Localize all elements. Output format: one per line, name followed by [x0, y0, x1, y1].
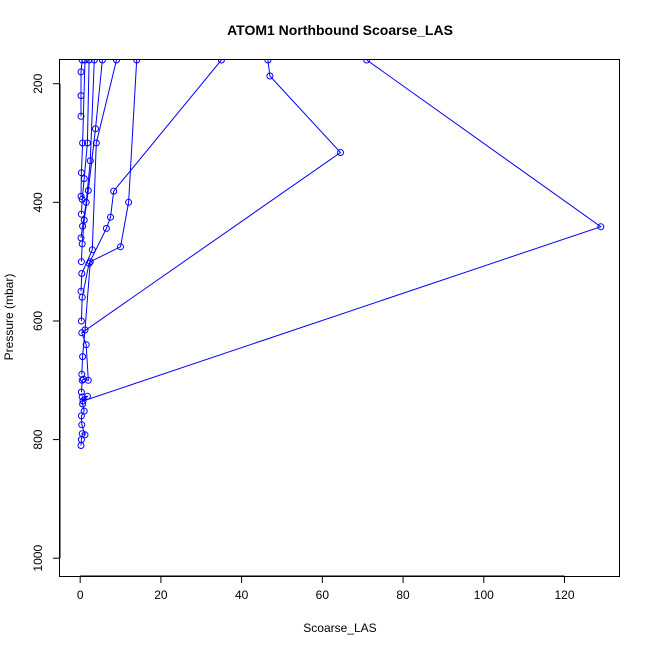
data-point: [77, 68, 85, 76]
series-line-3: [80, 60, 222, 322]
data-point: [78, 60, 86, 64]
data-point: [90, 60, 98, 64]
y-tick-label: 600: [31, 311, 45, 331]
series-line-1: [80, 60, 342, 393]
data-point: [337, 149, 344, 156]
x-tick-label: 0: [77, 588, 84, 602]
data-point: [79, 375, 87, 383]
data-point: [79, 400, 87, 408]
x-tick-label: 20: [154, 588, 168, 602]
series-line-9: [80, 60, 83, 117]
series-line-4: [80, 60, 117, 292]
data-point: [81, 60, 89, 64]
data-point: [77, 234, 85, 242]
data-point: [133, 60, 141, 64]
data-point: [83, 392, 91, 400]
series-layer: [77, 60, 605, 449]
data-point: [84, 187, 92, 194]
data-point: [86, 157, 94, 165]
data-point: [78, 270, 86, 277]
data-point: [98, 60, 106, 64]
data-point: [85, 60, 93, 64]
data-point: [78, 421, 86, 429]
data-point: [597, 223, 605, 231]
data-point: [363, 60, 371, 64]
data-point: [78, 393, 86, 401]
data-point: [81, 326, 89, 334]
data-point: [79, 139, 87, 147]
data-point: [77, 210, 85, 218]
y-tick-label: 200: [31, 73, 45, 93]
data-point: [79, 222, 87, 230]
y-axis: 200 400 600 800 1000: [31, 73, 61, 572]
data-point: [92, 139, 100, 147]
series-line-8: [80, 60, 86, 197]
x-tick-label: 100: [474, 588, 494, 602]
data-point: [110, 187, 118, 195]
y-tick-label: 1000: [31, 545, 45, 572]
data-point: [81, 431, 89, 439]
plot-frame: [59, 59, 620, 577]
data-point: [77, 92, 85, 100]
data-point: [264, 60, 272, 64]
y-axis-label: Pressure (mbar): [2, 274, 16, 361]
x-axis-label: Scoarse_LAS: [303, 621, 376, 635]
data-point: [83, 139, 91, 147]
data-point: [77, 169, 85, 177]
chart-title: ATOM1 Northbound Scoarse_LAS: [227, 22, 453, 38]
data-point: [77, 192, 85, 200]
data-point: [107, 213, 114, 221]
x-tick-label: 40: [235, 588, 249, 602]
data-point: [77, 112, 85, 120]
data-point: [80, 407, 88, 415]
series-line-7: [80, 60, 90, 215]
data-point: [117, 243, 124, 251]
y-tick-label: 400: [31, 192, 45, 212]
data-point: [79, 397, 87, 405]
data-point: [77, 388, 85, 396]
x-axis: 0 20 40 60 80 100 120: [77, 575, 575, 602]
data-point: [266, 72, 274, 80]
data-point: [79, 353, 87, 361]
data-point: [125, 198, 133, 206]
y-tick-label: 800: [31, 429, 45, 449]
series-line-0: [80, 60, 602, 446]
x-tick-label: 120: [554, 588, 574, 602]
x-tick-label: 80: [396, 588, 410, 602]
data-point: [113, 60, 120, 64]
data-point: [77, 258, 85, 266]
data-point: [84, 376, 92, 384]
data-point: [92, 125, 99, 133]
data-point: [78, 370, 86, 378]
x-tick-label: 60: [316, 588, 330, 602]
data-point: [77, 287, 85, 295]
data-point: [102, 224, 110, 232]
data-point: [77, 317, 85, 325]
data-point: [88, 246, 96, 254]
data-point: [217, 60, 225, 64]
series-line-6: [80, 60, 95, 238]
